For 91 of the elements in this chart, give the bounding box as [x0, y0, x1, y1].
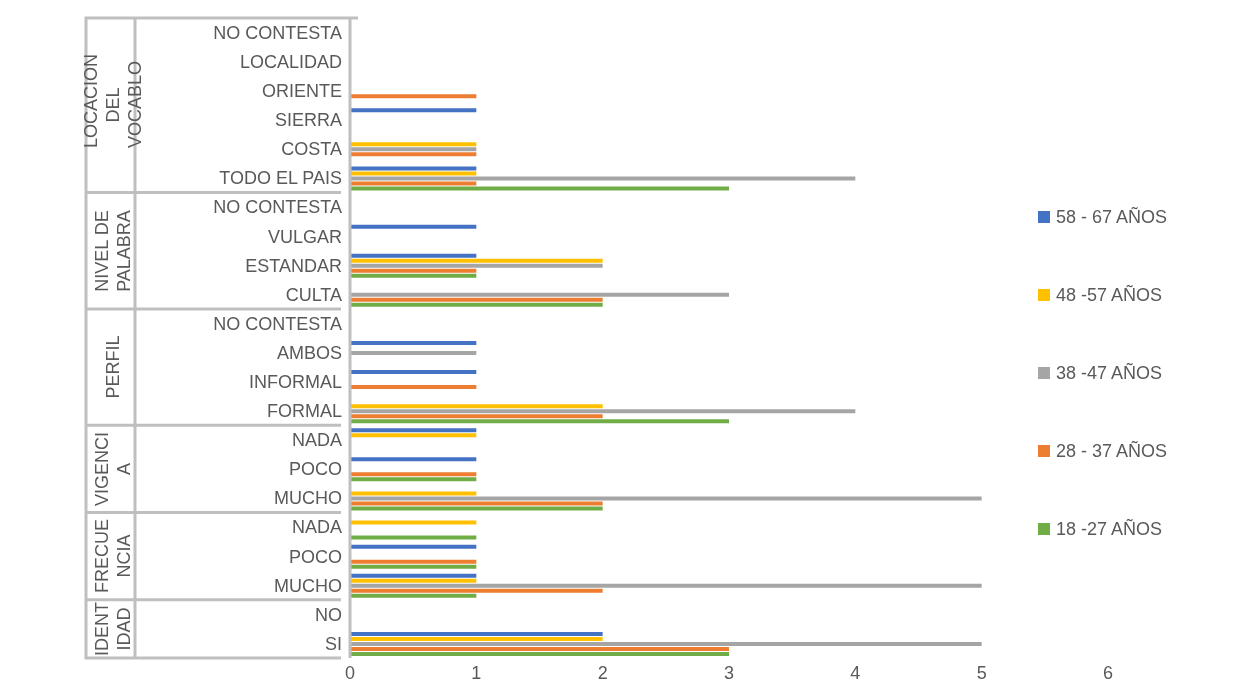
text: NIVEL DE PALABRA	[91, 208, 135, 294]
bar	[350, 409, 856, 414]
bar	[350, 419, 729, 424]
bar	[350, 631, 603, 636]
bar	[350, 181, 477, 186]
y-tick-label: NADA	[291, 517, 342, 538]
bar	[350, 297, 603, 302]
bar	[350, 351, 477, 355]
bar	[350, 414, 603, 419]
y-tick-label: POCO	[288, 546, 342, 567]
bar	[350, 564, 477, 569]
y-tick-label: NADA	[291, 430, 342, 451]
bar	[350, 152, 477, 157]
y-tick-label: NO	[315, 604, 342, 625]
bar	[350, 472, 477, 477]
legend-label: 58 - 67 AÑOS	[1055, 205, 1169, 229]
bar	[350, 544, 477, 549]
bar	[350, 147, 477, 152]
bar	[350, 636, 603, 641]
y-tick-label: SIERRA	[274, 110, 342, 131]
bar	[350, 253, 477, 258]
legend-label: 38 -47 AÑOS	[1055, 361, 1164, 385]
text: VIGENCIA	[91, 430, 135, 508]
y-tick-label: SI	[324, 633, 342, 654]
bar	[350, 501, 603, 506]
bar	[350, 341, 477, 345]
bar	[350, 583, 982, 588]
bar	[350, 142, 477, 147]
legend-label: 18 -27 AÑOS	[1055, 517, 1164, 541]
text: PERFIL	[102, 334, 124, 401]
bar	[350, 559, 477, 564]
y-tick-label: CULTA	[285, 284, 342, 305]
bar	[350, 593, 477, 598]
bar	[350, 302, 603, 307]
y-tick-label: MUCHO	[274, 575, 342, 596]
bar	[350, 646, 729, 651]
bar	[350, 588, 603, 593]
y-tick-label: TODO EL PAIS	[219, 168, 342, 189]
x-tick-label: 0	[344, 662, 356, 683]
text: LOCACION DEL VOCABLO	[80, 54, 146, 149]
bar	[350, 385, 477, 390]
text: IDENTIDAD	[91, 600, 135, 658]
x-tick-label: 2	[597, 662, 608, 683]
bar	[350, 506, 603, 511]
legend-label: 48 -57 AÑOS	[1055, 283, 1164, 307]
y-tick-label: LOCALIDAD	[239, 52, 342, 73]
bar	[350, 186, 729, 191]
y-tick-label: FORMAL	[266, 401, 342, 422]
x-tick-label: 4	[850, 662, 861, 683]
bar	[350, 292, 729, 297]
x-tick-label: 3	[723, 662, 735, 683]
bar	[350, 273, 477, 278]
bar	[350, 224, 477, 229]
x-tick-label: 1	[471, 662, 482, 683]
bar	[350, 457, 477, 462]
bar	[350, 535, 477, 540]
bar	[350, 171, 477, 176]
y-tick-label: COSTA	[281, 139, 342, 160]
text: FRECUENCIA	[91, 518, 135, 596]
legend-label: 28 - 37 AÑOS	[1055, 439, 1169, 463]
bar	[350, 176, 856, 181]
bar	[350, 433, 477, 438]
bar	[350, 258, 603, 263]
bar	[350, 263, 603, 268]
y-tick-label: ESTANDAR	[245, 255, 342, 276]
bar	[350, 404, 603, 409]
y-tick-label: AMBOS	[276, 342, 342, 363]
y-tick-label: INFORMAL	[248, 372, 342, 393]
bar	[350, 268, 477, 273]
bar	[350, 428, 477, 433]
bar	[350, 573, 477, 578]
bar	[350, 108, 477, 113]
x-tick-label: 6	[1102, 662, 1114, 683]
bar	[350, 496, 982, 501]
y-tick-label: ORIENTE	[261, 81, 342, 102]
bar	[350, 651, 729, 656]
bar	[350, 370, 477, 375]
x-tick-label: 5	[976, 662, 987, 683]
y-tick-label: NO CONTESTA	[213, 197, 342, 218]
bar	[350, 477, 477, 482]
bar	[350, 94, 477, 99]
y-tick-label: MUCHO	[274, 488, 342, 509]
y-tick-label: NO CONTESTA	[213, 22, 342, 43]
bar	[350, 491, 477, 496]
bar	[350, 641, 982, 646]
y-tick-label: VULGAR	[267, 226, 342, 247]
bar	[350, 578, 477, 583]
y-tick-label: NO CONTESTA	[213, 313, 342, 334]
bar	[350, 520, 477, 525]
bar	[350, 166, 477, 171]
y-tick-label: POCO	[288, 459, 342, 480]
